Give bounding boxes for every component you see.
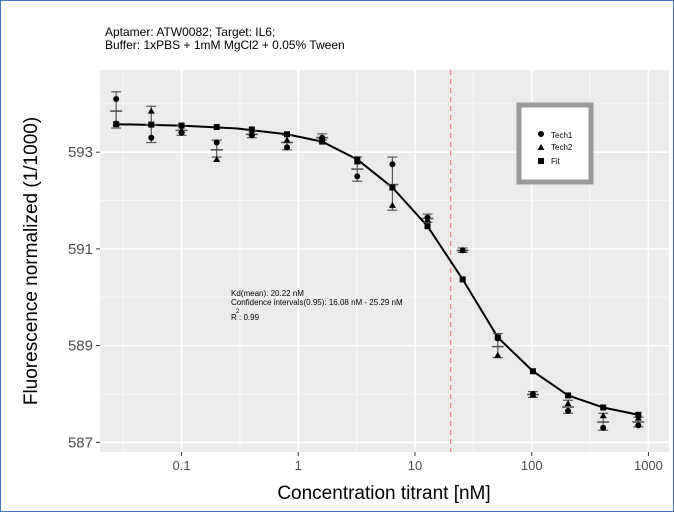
grid-major	[100, 70, 669, 452]
point-tech2	[494, 351, 502, 358]
point-tech2	[178, 126, 186, 133]
legend: Tech1 Tech2 Fit	[516, 102, 594, 185]
y-tick-label: 587	[68, 434, 93, 451]
legend-label-tech1: Tech1	[551, 131, 573, 140]
point-tech2	[424, 216, 432, 223]
chart-title: Aptamer: ATW0082; Target: IL6;	[105, 25, 275, 39]
point-fit	[635, 411, 642, 418]
legend-label-fit: Fit	[551, 157, 561, 166]
point-tech2	[599, 412, 607, 419]
point-tech2	[564, 400, 572, 407]
legend-key-tech1	[538, 131, 544, 137]
legend-box	[516, 102, 594, 185]
x-axis-title: Concentration titrant [nM]	[277, 483, 490, 504]
annotation-ci: Confidence intervals(0.95): 16.08 nM - 2…	[231, 298, 403, 307]
point-tech1	[283, 144, 290, 151]
fit-curve	[116, 123, 639, 416]
point-fit	[459, 276, 466, 283]
chart-subtitle: Buffer: 1xPBS + 1mM MgCl2 + 0.05% Tween	[105, 38, 345, 52]
point-tech1	[113, 96, 120, 103]
legend-key-fit	[538, 158, 544, 164]
point-tech2	[213, 155, 221, 162]
point-fit	[389, 184, 396, 191]
point-fit	[213, 124, 220, 131]
point-fit	[178, 122, 185, 129]
point-tech1	[635, 422, 642, 429]
point-tech2	[388, 201, 396, 208]
point-fit	[148, 121, 155, 128]
annotation-kd: Kd(mean): 20.22 nM	[231, 289, 304, 298]
point-fit	[424, 223, 431, 230]
point-tech2	[283, 136, 291, 143]
point-fit	[248, 126, 255, 133]
x-tick-label: 100	[521, 458, 543, 473]
legend-label-tech2: Tech2	[551, 143, 573, 152]
point-tech1	[389, 161, 396, 168]
point-tech1	[600, 424, 607, 431]
point-fit	[354, 156, 361, 163]
annotation-r2: R : 0.99	[231, 313, 260, 322]
point-fit	[600, 404, 607, 411]
x-tick-label: 0.1	[173, 458, 191, 473]
point-tech1	[565, 407, 572, 414]
point-tech1	[354, 173, 361, 180]
point-fit	[319, 138, 326, 145]
point-tech2	[147, 107, 155, 114]
point-tech2	[459, 246, 467, 253]
y-axis-title: Fluorescence normalized (1/1000)	[21, 117, 42, 405]
annotation: Kd(mean): 20.22 nM Confidence intervals(…	[231, 289, 403, 322]
point-fit	[494, 334, 501, 341]
x-tick-label: 10	[408, 458, 422, 473]
x-tick-label: 1000	[634, 458, 663, 473]
point-fit	[113, 121, 120, 128]
point-fit	[283, 131, 290, 138]
annotation-r2-superscript: 2	[236, 309, 240, 315]
axis-ticks	[96, 151, 649, 456]
y-tick-label: 591	[68, 241, 93, 258]
point-tech1	[148, 134, 155, 141]
y-tick-label: 593	[68, 144, 93, 161]
point-tech2	[529, 391, 537, 398]
y-tick-label: 589	[68, 338, 93, 355]
x-tick-label: 1	[295, 458, 302, 473]
data-points	[112, 96, 642, 431]
point-fit	[565, 392, 572, 399]
legend-key-tech2	[537, 144, 545, 150]
point-fit	[529, 368, 536, 375]
point-tech1	[213, 139, 220, 146]
axis-tick-labels: 0.1 1 10 100 1000 587 589 591 593	[68, 144, 663, 473]
